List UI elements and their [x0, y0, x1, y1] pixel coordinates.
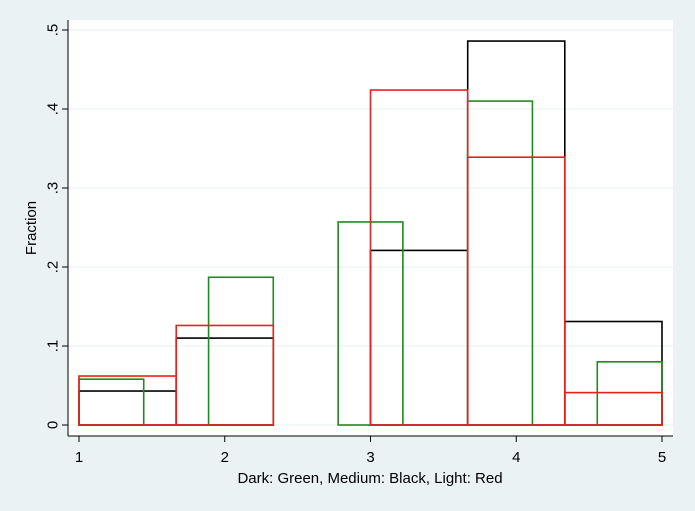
y-tick-label: .4: [45, 103, 62, 116]
histogram-bar: [175, 324, 275, 426]
x-tick-label: 5: [658, 449, 666, 466]
x-tick-label: 1: [75, 449, 83, 466]
y-axis-label: Fraction: [23, 201, 40, 255]
y-tick-label: .1: [45, 340, 62, 353]
x-tick-label: 2: [221, 449, 229, 466]
x-tick-label: 4: [512, 449, 520, 466]
series-light: [78, 89, 663, 426]
y-tick-label: 0: [45, 421, 62, 429]
x-axis: 1 2 3 4 5: [68, 435, 673, 466]
y-axis: 0 .1 .2 .3 .4 .5: [45, 20, 69, 436]
x-axis-label: Dark: Green, Medium: Black, Light: Red: [237, 470, 502, 487]
y-tick-label: .2: [45, 261, 62, 274]
x-tick-label: 3: [366, 449, 374, 466]
y-tick-label: .5: [45, 24, 62, 37]
histogram-bar: [563, 391, 663, 426]
y-tick-label: .3: [45, 182, 62, 195]
histogram-bar: [466, 156, 566, 426]
histogram-bars: [78, 40, 663, 426]
